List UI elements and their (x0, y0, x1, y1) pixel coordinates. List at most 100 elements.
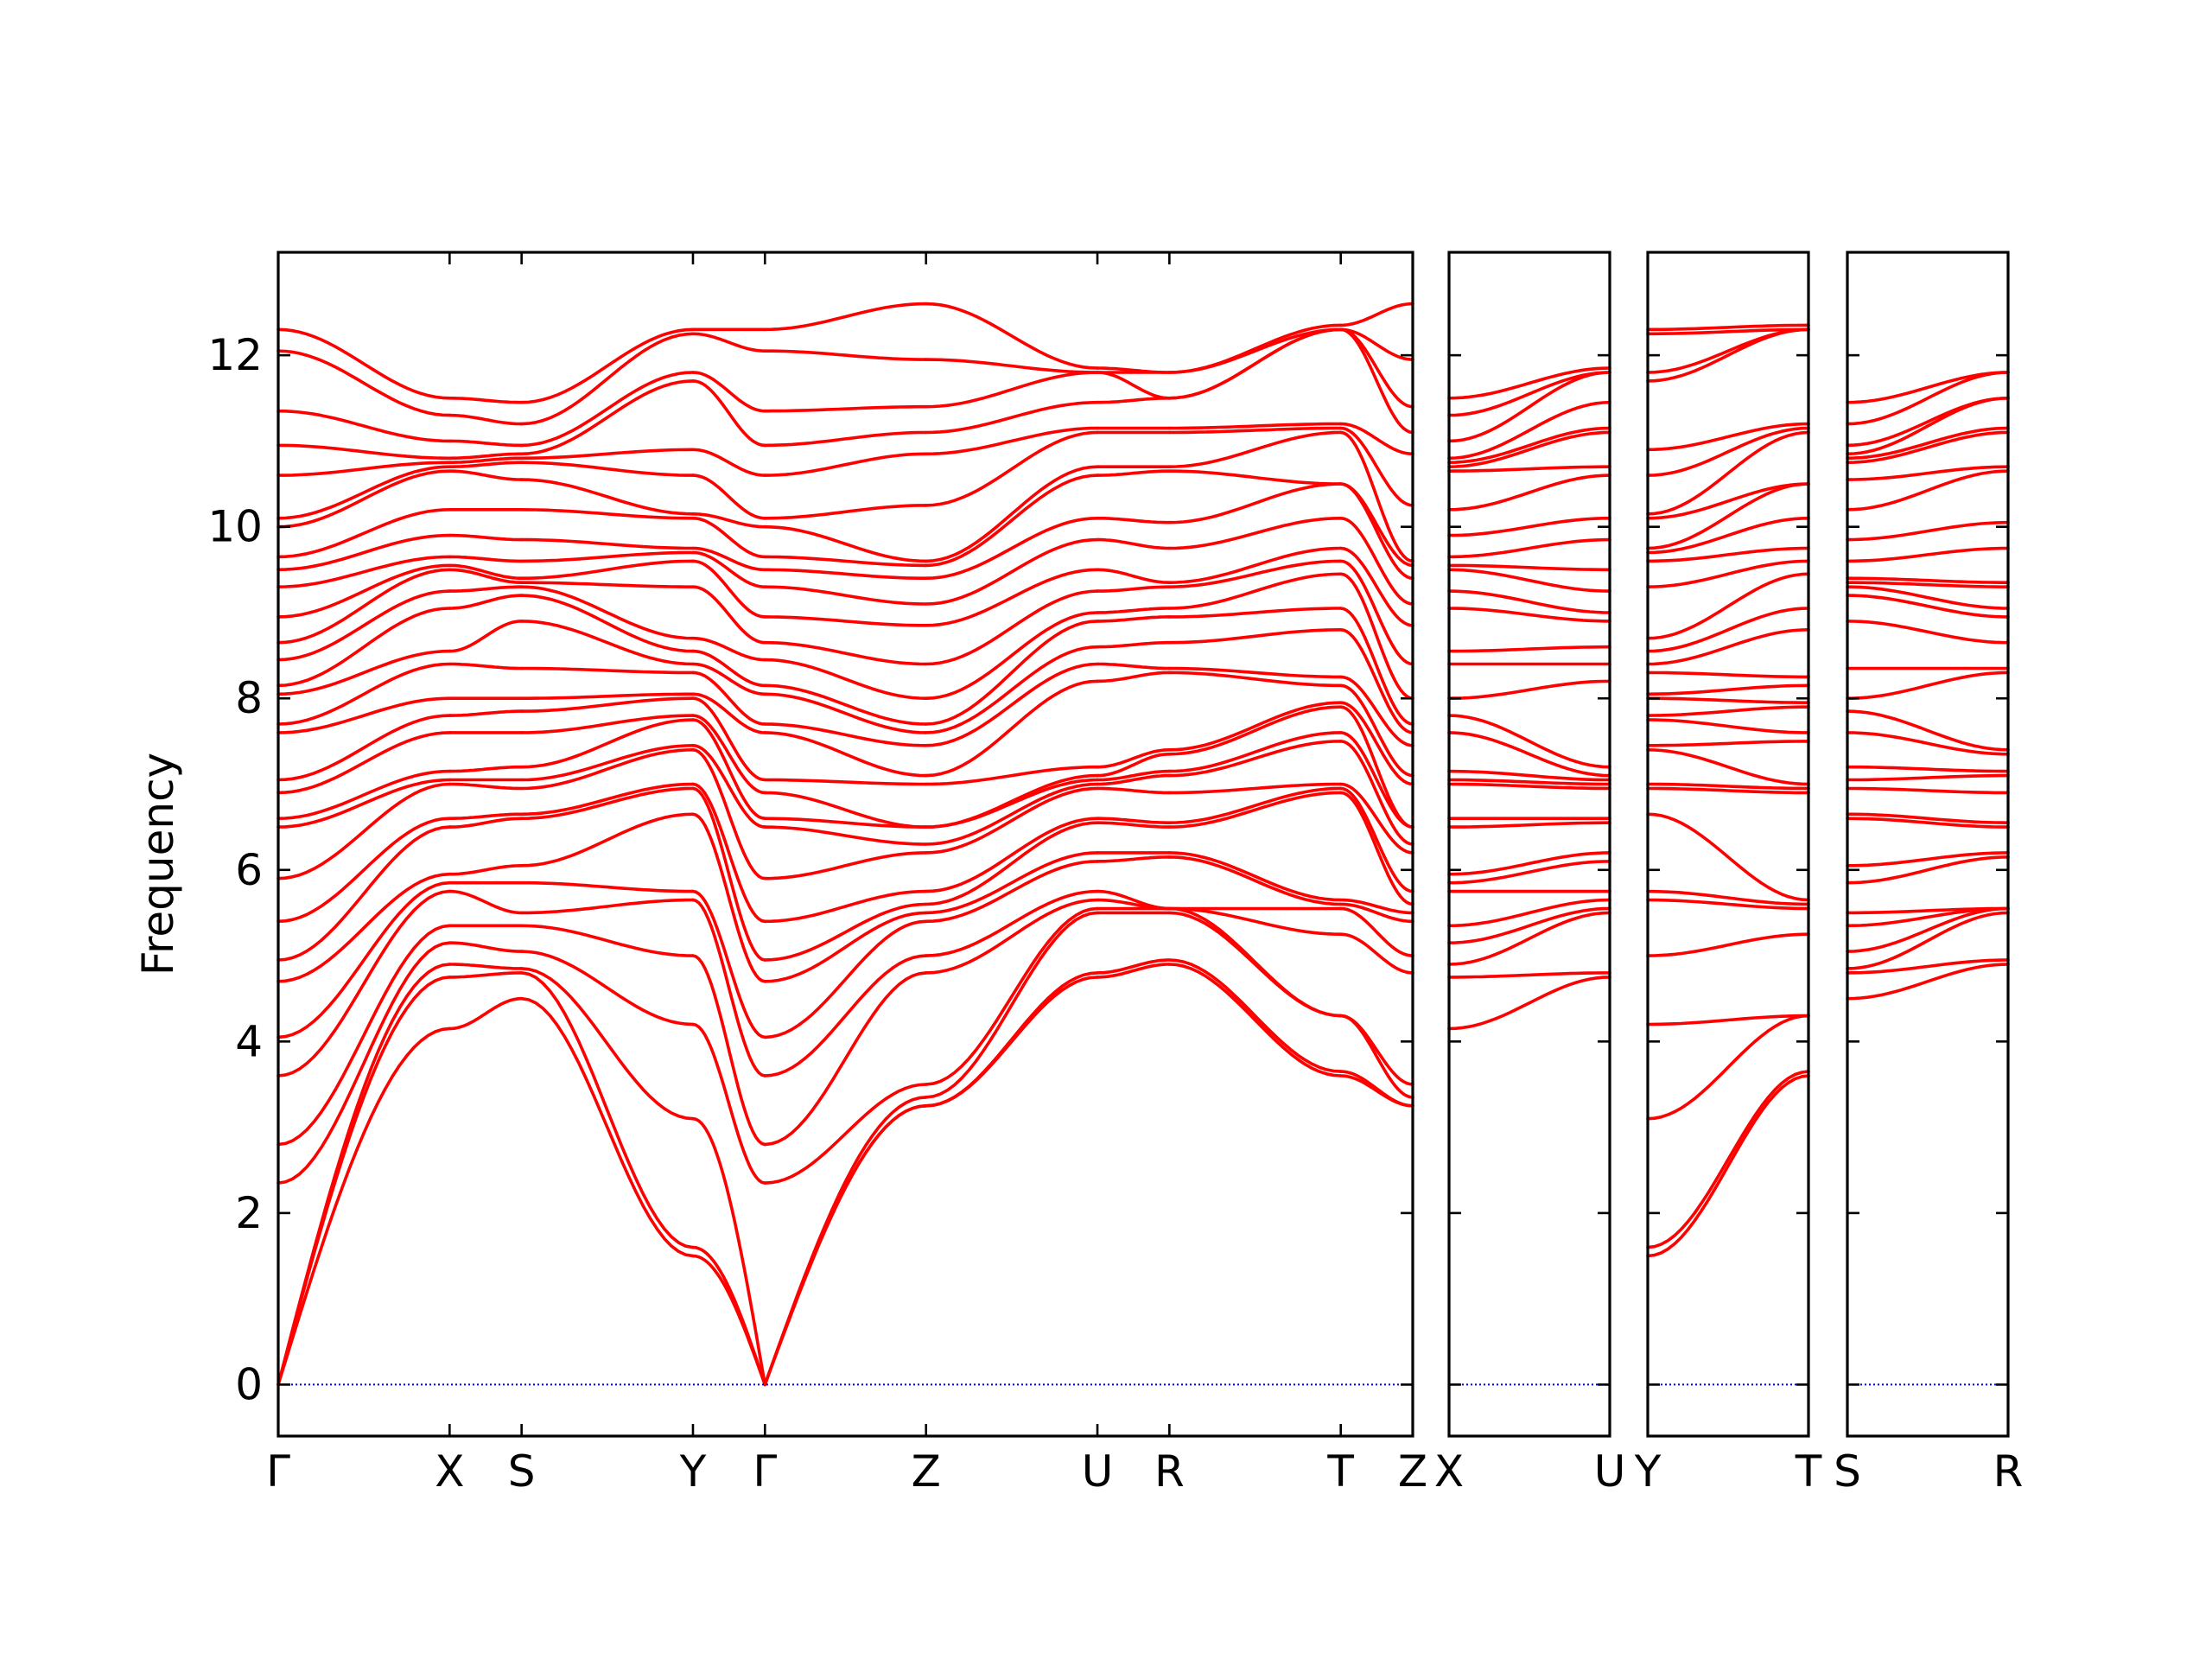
band-p4-S-R-3 (1846, 906, 2010, 953)
band-p1-Γ-X-6 (276, 880, 452, 1039)
band-p4-S-R-2 (1846, 911, 2010, 970)
band-p1-X-S-10 (448, 782, 524, 791)
band-p1-X-S-16 (448, 662, 524, 671)
band-p3-Y-T-1 (1646, 1070, 1810, 1249)
band-p1-R-T-26 (1167, 426, 1343, 435)
band-p3-Y-T-28 (1646, 327, 1810, 383)
band-p1-X-S-2 (448, 963, 524, 970)
band-p1-X-S-3 (448, 941, 524, 953)
band-p1-Z-U-28 (924, 400, 1099, 435)
band-p1-Γ-X-18 (276, 607, 452, 688)
band-p1-Y-Γ-23 (691, 546, 767, 572)
band-p1-T-Z-14 (1338, 701, 1414, 786)
band-p1-Γ-Z-20 (763, 640, 928, 666)
band-p1-Γ-Z-28 (763, 430, 928, 448)
band-p1-Γ-X-31 (276, 327, 452, 400)
band-p1-U-R-23 (1096, 517, 1172, 524)
band-p1-Γ-Z-23 (763, 568, 928, 580)
band-p3-Y-T-16 (1646, 671, 1810, 679)
band-p1-U-R-20 (1096, 585, 1172, 593)
band-p1-U-R-10 (1096, 786, 1172, 795)
band-p1-Z-U-27 (924, 426, 1099, 456)
band-p1-Y-Γ-7 (691, 812, 767, 983)
band-p1-Y-Γ-6 (691, 889, 767, 1039)
band-p2-X-U-14 (1447, 714, 1611, 769)
band-p1-Y-Γ-2 (691, 1116, 767, 1387)
band-p1-Γ-X-28 (276, 443, 452, 461)
band-p1-X-S-26 (448, 461, 524, 468)
band-p1-S-Y-14 (519, 696, 695, 713)
band-p3-Y-T-30 (1646, 327, 1810, 336)
band-p1-Y-Γ-28 (691, 379, 767, 448)
band-p1-Y-Γ-29 (691, 371, 767, 413)
band-p1-Z-U-20 (924, 589, 1099, 666)
band-p1-U-R-13 (1096, 753, 1172, 778)
band-p1-Γ-X-24 (276, 508, 452, 559)
band-p1-Γ-X-13 (276, 731, 452, 795)
band-p1-R-T-4 (1167, 906, 1343, 936)
band-p1-Z-U-1 (924, 971, 1099, 1108)
band-p1-S-Y-6 (519, 880, 695, 893)
xtick-label-p3-1: T (1795, 1446, 1822, 1497)
band-p1-X-S-28 (448, 452, 524, 461)
band-p1-Y-Γ-5 (691, 898, 767, 1077)
band-p4-S-R-26 (1846, 430, 2010, 464)
band-p1-Y-Γ-15 (691, 692, 767, 734)
band-p2-X-U-6 (1447, 860, 1611, 885)
band-p1-R-T-8 (1167, 791, 1343, 829)
band-p1-T-Z-24 (1338, 482, 1414, 568)
band-p1-Γ-X-11 (276, 778, 452, 829)
xtick-label-p1-2: S (508, 1446, 536, 1497)
band-p1-U-R-0 (1096, 963, 1172, 979)
band-p1-T-Z-7 (1338, 898, 1414, 915)
band-p1-R-T-19 (1167, 572, 1343, 610)
band-p1-Γ-X-27 (276, 461, 452, 477)
band-p1-X-S-12 (448, 765, 524, 773)
band-p1-T-Z-1 (1338, 1070, 1414, 1108)
band-p1-T-Z-11 (1338, 740, 1414, 846)
xtick-label-p4-0: S (1834, 1446, 1861, 1497)
band-p1-R-T-3 (1167, 906, 1343, 1018)
band-p1-Z-U-7 (924, 851, 1099, 915)
band-p1-X-S-30 (448, 413, 524, 426)
band-p4-S-R-8 (1846, 817, 2010, 829)
band-p1-T-Z-13 (1338, 705, 1414, 829)
band-p1-X-S-17 (448, 620, 524, 653)
band-p2-X-U-22 (1447, 537, 1611, 559)
band-p1-X-S-1 (448, 971, 524, 979)
band-p1-Γ-X-25 (276, 469, 452, 529)
band-p4-S-R-31 (1846, 371, 2010, 404)
band-p1-T-Z-29 (1338, 327, 1414, 409)
band-p2-X-U-4 (1447, 898, 1611, 928)
xtick-label-p1-9: Z (1398, 1446, 1427, 1497)
band-p1-T-Z-2 (1338, 1014, 1414, 1099)
band-p2-X-U-19 (1447, 589, 1611, 614)
band-p3-Y-T-26 (1646, 426, 1810, 477)
xtick-label-p3-0: Y (1634, 1446, 1662, 1497)
band-p1-Z-U-25 (924, 465, 1099, 563)
band-p1-U-R-18 (1096, 615, 1172, 623)
band-p4-S-R-9 (1846, 812, 2010, 824)
band-p1-Γ-X-3 (276, 941, 452, 1185)
band-p1-U-R-5 (1096, 889, 1172, 911)
band-p2-X-U-15 (1447, 679, 1611, 700)
band-p4-S-R-1 (1846, 958, 2010, 975)
band-p4-S-R-22 (1846, 546, 2010, 563)
band-p1-Z-U-15 (924, 679, 1099, 778)
band-p1-Z-U-8 (924, 821, 1099, 906)
band-p1-S-Y-24 (519, 508, 695, 520)
band-p1-S-Y-22 (519, 550, 695, 563)
band-p2-X-U-27 (1447, 426, 1611, 464)
band-p1-Z-U-23 (924, 517, 1099, 580)
band-p1-T-Z-15 (1338, 683, 1414, 778)
band-p3-Y-T-18 (1646, 607, 1810, 653)
band-p1-Γ-Z-30 (763, 349, 928, 361)
band-p1-Y-Γ-9 (691, 782, 767, 924)
band-p1-T-Z-8 (1338, 791, 1414, 906)
band-p2-X-U-17 (1447, 645, 1611, 653)
band-p1-Γ-Z-9 (763, 889, 928, 924)
band-p1-R-T-1 (1167, 958, 1343, 1073)
band-p1-Y-Γ-1 (691, 1245, 767, 1387)
ytick-label-6: 6 (235, 845, 263, 895)
band-p1-S-Y-25 (519, 478, 695, 516)
